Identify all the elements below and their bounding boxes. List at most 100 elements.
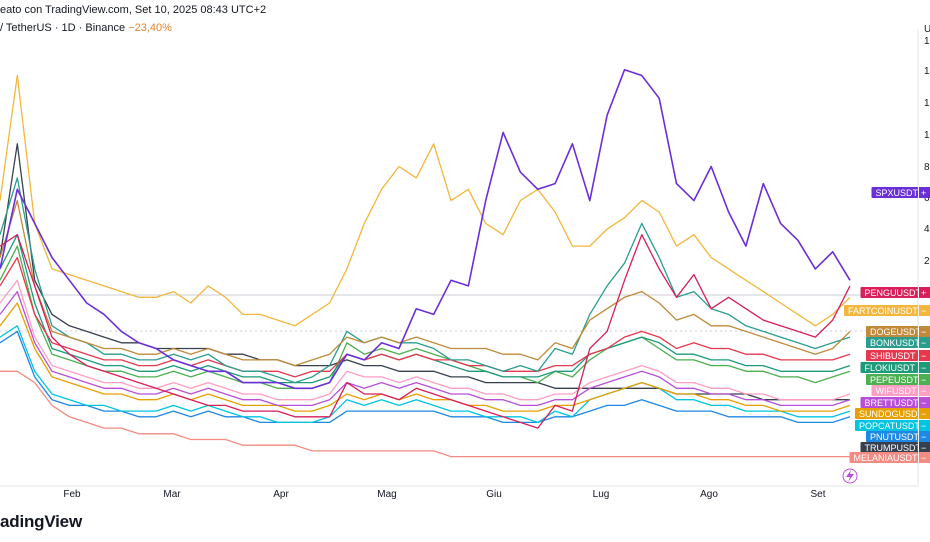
price-tag-value: − [921,453,926,463]
price-tag-value: + [921,288,926,298]
price-tag-value-bg [919,374,930,385]
chart-series-lines [0,69,851,458]
price-tag-bg [866,350,918,361]
series-line-pepeusdt [0,245,851,389]
series-price-tags: SPXUSDT +PENGUUSDT +FARTCOINUSDT −DOGEUSDT −… [844,187,930,463]
price-tag-label: MELANIAUSDT [854,453,919,463]
x-tick-label: Ago [700,489,718,500]
price-tag-value-bg [919,385,930,396]
y-tick-label: 20 [924,256,930,267]
x-tick-label: Set [810,489,825,500]
price-tag-spxusdt[interactable]: SPXUSDT + [871,187,930,198]
price-tag-value-bg [919,397,930,408]
chart-header-symbol: / TetherUS · 1D · Binance −23,40% [0,22,172,34]
price-tag-dogeusdt[interactable]: DOGEUSDT − [866,326,930,337]
series-line-flokiusdt [0,234,851,384]
price-tag-value-bg [919,337,930,348]
price-tag-value-bg [919,187,930,198]
price-tag-label: BONKUSDT [870,338,921,348]
price-tag-popcatusdt[interactable]: POPCATUSDT − [855,420,930,431]
x-tick-label: Mag [377,489,396,500]
price-tag-value: − [921,338,926,348]
symbol-description: / TetherUS · 1D · Binance [0,22,126,34]
price-tag-bg [866,326,918,337]
series-line-fartcoinusdt [0,74,851,327]
price-tag-melaniausdt[interactable]: MELANIAUSDT − [849,452,930,463]
price-tag-bg [866,431,918,442]
symbol-change: −23,40% [128,22,172,34]
price-tag-bg [844,305,918,316]
price-tag-value-bg [919,452,930,463]
price-tag-label: PENGUUSDT [865,288,922,298]
x-tick-label: Apr [273,489,289,500]
price-tag-sundogusdt[interactable]: SUNDOGUSDT− [855,408,930,419]
price-tag-bg [871,187,918,198]
y-tick-label: 80 [924,162,930,173]
price-tag-value-bg [919,362,930,373]
series-line-sundogusdt [0,302,851,412]
price-tag-bg [860,397,918,408]
chart-header-created: eato con TradingView.com, Set 10, 2025 0… [0,4,267,16]
price-tag-value-bg [919,326,930,337]
x-tick-label: Mar [163,489,181,500]
price-tag-value: − [921,375,926,385]
price-tag-value: − [921,363,926,373]
price-tag-value-bg [919,350,930,361]
price-tag-value: − [921,351,926,361]
price-tag-pepeusdt[interactable]: PEPEUSDT − [866,374,930,385]
series-line-bonkusdt [0,177,851,384]
lightning-icon[interactable] [842,468,858,484]
price-tag-pnutusdt[interactable]: PNUTUSDT − [866,431,930,442]
series-line-melaniausdt [0,370,850,458]
price-tag-value-bg [919,442,930,453]
price-tag-label: BRETTUSDT [865,398,920,408]
price-tag-bg [866,337,918,348]
price-tag-value: − [921,398,926,408]
price-tag-label: PNUTUSDT [870,432,920,442]
series-line-shibusdt [0,256,851,378]
y-axis-unit: U [924,24,930,35]
tradingview-logo: adingView [0,512,82,531]
price-tag-value-bg [919,420,930,431]
price-tag-label: WIFUSDT [876,386,917,396]
x-axis: Feb Mar Apr Mag Giu Lug Ago Set [63,489,825,500]
price-tag-value: − [921,306,926,316]
price-tag-value: − [921,421,926,431]
price-tag-bg [860,362,918,373]
y-tick-label: 10 [924,130,930,141]
price-tag-value: − [921,386,926,396]
price-tag-bonkusdt[interactable]: BONKUSDT − [866,337,930,348]
x-tick-label: Lug [593,489,610,500]
y-tick-label: 12 [924,98,930,109]
price-tag-bg [860,442,918,453]
price-tag-penguusdt[interactable]: PENGUUSDT + [860,287,930,298]
series-line-brettusdt [0,290,851,407]
price-tag-value-bg [919,431,930,442]
price-tag-value: − [921,409,926,419]
price-tag-label: DOGEUSDT [870,327,922,337]
price-tag-fartcoinusdt[interactable]: FARTCOINUSDT − [844,305,930,316]
price-tag-label: POPCATUSDT [859,421,920,431]
price-tag-value-bg [919,408,930,419]
price-tag-brettusdt[interactable]: BRETTUSDT − [860,397,930,408]
price-tag-flokiusdt[interactable]: FLOKIUSDT − [860,362,930,373]
price-tag-shibusdt[interactable]: SHIBUSDT − [866,350,930,361]
price-tag-value: − [921,432,926,442]
price-tag-wifusdt[interactable]: WIFUSDT − [871,385,930,396]
price-tag-label: FLOKIUSDT [865,363,916,373]
price-tag-label: SPXUSDT [876,188,919,198]
x-tick-label: Feb [63,489,81,500]
price-tag-label: SUNDOGUSDT [859,409,924,419]
price-tag-value: − [921,443,926,453]
price-tag-trumpusdt[interactable]: TRUMPUSDT − [860,442,930,453]
series-line-wifusdt [0,279,851,401]
y-tick-label: 14 [924,66,930,77]
price-tag-bg [866,374,918,385]
series-line-popcatusdt [0,325,851,424]
series-line-penguusdt [0,234,851,429]
y-tick-label: 40 [924,224,930,235]
chart-gridlines [0,30,919,487]
price-tag-label: TRUMPUSDT [865,443,922,453]
series-line-spxusdt [0,69,851,390]
